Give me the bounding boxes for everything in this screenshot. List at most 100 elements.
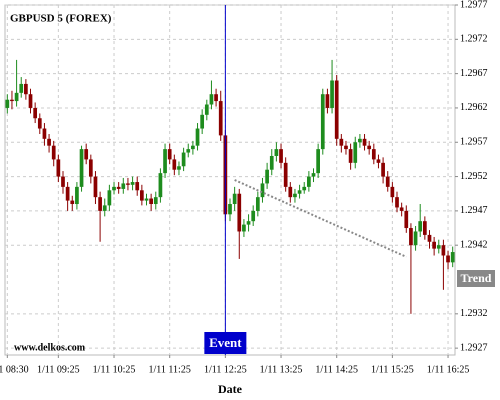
candle-body (325, 94, 330, 108)
candle-body (204, 104, 209, 115)
y-tick-label: 1.2927 (460, 342, 488, 353)
candle-body (42, 128, 47, 139)
candle-body (130, 182, 135, 185)
candle-body (274, 149, 279, 156)
event-label-box (204, 332, 247, 354)
candle-body (24, 83, 28, 95)
candle-body (51, 145, 56, 160)
candle-body (339, 138, 344, 146)
candle-body (88, 159, 93, 177)
candle-body (441, 245, 446, 256)
candle-body (93, 176, 98, 198)
candle-body (149, 198, 153, 205)
candle-body (98, 197, 102, 211)
y-tick-label: 1.2962 (460, 102, 488, 113)
candle-body (126, 183, 130, 185)
candle-body (84, 149, 89, 160)
candle-body (172, 159, 177, 170)
candle-body (265, 169, 269, 184)
candle-body (422, 221, 427, 235)
candle-body (47, 138, 51, 146)
candle-body (177, 166, 181, 170)
candle-body (186, 149, 191, 153)
candle-body (65, 186, 70, 201)
candle-body (418, 221, 423, 232)
candle-body (191, 145, 195, 150)
candle-body (381, 162, 385, 177)
chart-title: GBPUSD 5 (FOREX) (10, 13, 112, 25)
candle-body (399, 207, 404, 211)
y-tick-label: 1.2967 (460, 68, 488, 79)
candle-body (334, 80, 339, 139)
candle-body (450, 252, 455, 263)
candle-body (144, 198, 149, 201)
candle-body (320, 94, 325, 150)
candle-body (153, 197, 158, 205)
event-label: Event (209, 335, 242, 350)
candle-body (167, 149, 172, 160)
candle-body (404, 210, 409, 229)
candle-body (385, 176, 390, 187)
candle-body (371, 149, 376, 160)
candle-body (358, 138, 362, 143)
trend-label-box (457, 270, 495, 287)
candle-body (376, 159, 381, 163)
candle-body (269, 155, 274, 170)
candle-body (56, 159, 61, 177)
x-tick-label: 1/11 13:25 (260, 364, 303, 375)
x-axis-label: Date (218, 382, 243, 396)
trend-label: Trend (461, 271, 492, 285)
candle-body (218, 101, 223, 136)
candle-body (283, 162, 288, 187)
candle-body (432, 241, 436, 249)
x-tick-label: 1/11 15:25 (371, 364, 414, 375)
candle-body (436, 245, 441, 249)
candle-body (293, 193, 297, 198)
candle-body (163, 149, 167, 174)
candle-body (181, 152, 186, 167)
candle-body (28, 94, 33, 108)
candle-body (158, 173, 163, 198)
candle-body (288, 186, 293, 198)
candle-body (228, 204, 232, 215)
candle-body (14, 92, 19, 102)
candle-body (102, 205, 107, 211)
y-tick-label: 1.2972 (460, 34, 488, 45)
candle-body (33, 107, 38, 119)
y-tick-label: 1.2947 (460, 205, 488, 216)
candle-body (37, 118, 42, 129)
y-tick-label: 1.2952 (460, 171, 488, 182)
candle-body (302, 186, 307, 191)
candle-body (297, 190, 302, 194)
candle-body (446, 255, 450, 263)
candle-body (413, 231, 418, 246)
x-tick-label: 1/11 11:25 (149, 364, 191, 375)
candle-body (116, 186, 121, 189)
x-tick-label: 1/11 08:30 (0, 364, 29, 375)
candle-body (200, 114, 205, 129)
candle-body (246, 221, 251, 225)
x-tick-label: 1/11 16:25 (427, 364, 470, 375)
candle-body (79, 149, 84, 187)
candle-body (279, 149, 283, 163)
candle-body (395, 197, 399, 208)
candle-body (260, 183, 265, 198)
candle-body (251, 210, 256, 222)
candle-body (61, 176, 65, 187)
candle-body (112, 186, 116, 191)
candle-body (348, 149, 353, 163)
y-tick-label: 1.2942 (460, 239, 488, 250)
candle-body (10, 99, 14, 102)
candle-body (195, 128, 200, 146)
y-tick-label: 1.2977 (460, 0, 488, 10)
trend-line (234, 179, 407, 258)
candle-body (367, 145, 372, 150)
x-tick-label: 1/11 12:25 (204, 364, 247, 375)
candle-body (255, 197, 260, 211)
watermark: www.delkos.com (14, 342, 86, 353)
candle-body (330, 80, 334, 108)
candle-body (409, 228, 413, 246)
candle-body (75, 186, 79, 205)
y-tick-label: 1.2932 (460, 308, 488, 319)
